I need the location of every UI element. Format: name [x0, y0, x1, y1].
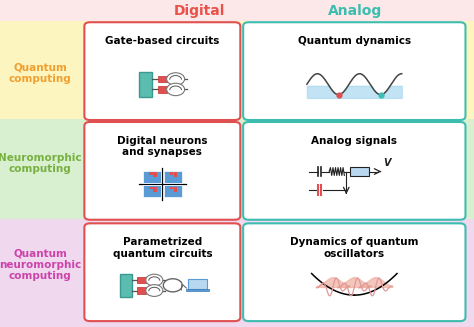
FancyBboxPatch shape	[243, 22, 465, 120]
Bar	[164, 185, 182, 197]
Text: V: V	[383, 158, 391, 168]
Bar	[153, 189, 156, 192]
Bar	[138, 72, 152, 97]
FancyBboxPatch shape	[243, 122, 465, 220]
Bar	[174, 189, 177, 192]
Bar	[186, 289, 209, 291]
Bar	[143, 171, 161, 183]
Bar	[158, 86, 167, 93]
Text: Quantum dynamics: Quantum dynamics	[298, 36, 411, 46]
Bar	[153, 172, 156, 175]
Circle shape	[167, 83, 185, 95]
Bar	[0, 219, 474, 327]
Bar	[149, 187, 153, 189]
Bar	[143, 185, 161, 197]
Bar	[164, 171, 182, 183]
Bar	[137, 287, 146, 294]
Circle shape	[146, 284, 163, 296]
Bar	[153, 187, 156, 189]
FancyBboxPatch shape	[84, 223, 240, 321]
Bar	[188, 279, 207, 289]
Bar	[158, 76, 167, 82]
Text: Dynamics of quantum
oscillators: Dynamics of quantum oscillators	[290, 237, 419, 259]
Text: Parametrized
quantum circuits: Parametrized quantum circuits	[112, 237, 212, 259]
Bar	[174, 175, 177, 177]
Text: Digital neurons
and synapses: Digital neurons and synapses	[117, 136, 208, 157]
Text: Digital: Digital	[173, 5, 225, 18]
Bar	[170, 187, 173, 189]
Text: Quantum
neuromorphic
computing: Quantum neuromorphic computing	[0, 248, 82, 282]
FancyBboxPatch shape	[84, 122, 240, 220]
Bar	[137, 277, 146, 283]
Text: Analog signals: Analog signals	[311, 136, 397, 146]
Bar	[153, 175, 156, 177]
Text: Neuromorphic
computing: Neuromorphic computing	[0, 153, 82, 174]
Text: Gate-based circuits: Gate-based circuits	[105, 36, 219, 46]
Circle shape	[146, 274, 163, 286]
Bar	[120, 273, 132, 297]
Circle shape	[167, 73, 185, 85]
Bar	[0, 21, 474, 119]
Bar	[174, 172, 177, 175]
FancyBboxPatch shape	[84, 22, 240, 120]
Text: Quantum
computing: Quantum computing	[9, 63, 72, 84]
Bar	[170, 172, 173, 175]
Text: Analog: Analog	[328, 5, 383, 18]
Bar	[350, 167, 369, 176]
FancyBboxPatch shape	[243, 223, 465, 321]
Bar	[0, 0, 474, 21]
Bar	[174, 187, 177, 189]
Bar	[149, 172, 153, 175]
Bar	[0, 119, 474, 219]
